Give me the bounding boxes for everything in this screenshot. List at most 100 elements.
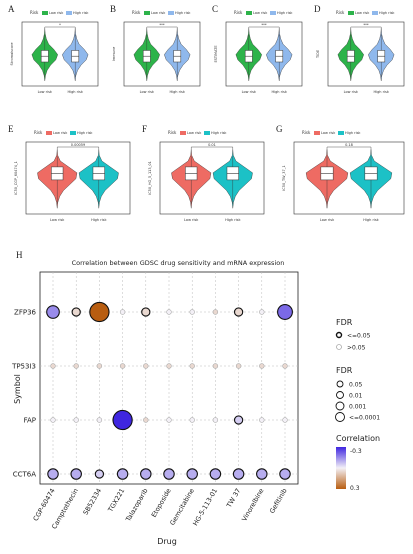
legend-title: Risk [168, 130, 177, 135]
y-axis-label: Immune [112, 47, 116, 61]
legend-fdr-title: FDR [336, 318, 353, 327]
x-tick-label: Low risk [140, 90, 155, 94]
legend-swatch [42, 11, 48, 15]
legend-size-swatch-1 [336, 380, 344, 388]
x-tick-label: SB52334 [82, 487, 104, 516]
x-tick-label: CGP-60474 [32, 487, 57, 523]
y-tick-label: TP53I3 [11, 363, 36, 371]
panel-letter: B [110, 4, 117, 14]
data-point [259, 417, 265, 423]
data-point [189, 363, 195, 369]
data-point [166, 417, 172, 423]
panel-d: D Risk Low risk High risk TIDE Low risk High … [312, 4, 408, 104]
y-axis-label: IC50_HG_5_113_01 [148, 161, 152, 195]
significance-label: 0.18 [345, 143, 353, 147]
x-tick-label: High risk [373, 90, 389, 94]
y-axis-label: Symbol [13, 374, 22, 404]
violin-chart-d: Risk Low risk High risk TIDE Low risk High ri… [316, 10, 405, 94]
legend-label: High risk [211, 131, 227, 135]
legend-swatch [180, 131, 186, 135]
legend-fdr-nonsig-swatch [336, 344, 342, 350]
legend-label: Low risk [49, 11, 64, 15]
x-tick-label: High risk [91, 218, 107, 222]
x-tick-label: Low risk [38, 90, 53, 94]
significance-bracket [350, 26, 382, 29]
data-point [94, 469, 105, 479]
legend-fdr-sig-swatch [335, 331, 343, 339]
violin-chart-a: Risk Low risk High risk Stromalscore Low ris… [10, 10, 99, 94]
y-axis-label: ESTIMATE [214, 45, 218, 62]
data-point [259, 309, 265, 315]
x-tick-label: Vinorelbine [240, 487, 265, 523]
panel-h: H Correlation between GDSC drug sensitiv… [0, 244, 413, 550]
legend-label: Low risk [321, 131, 336, 135]
legend-swatch [270, 11, 276, 15]
data-point [235, 363, 242, 369]
panel-letter: A [8, 4, 15, 14]
x-tick-label: High risk [363, 218, 379, 222]
legend-size-label-4: <=0.0001 [349, 415, 380, 422]
legend-label: High risk [73, 11, 89, 15]
legend-corr-tick-high: 0.3 [350, 485, 360, 492]
data-point [96, 417, 103, 423]
panel-letter: E [8, 124, 14, 134]
legend-label: Low risk [355, 11, 370, 15]
data-point [71, 307, 81, 317]
legend-swatch [338, 131, 344, 135]
data-point [116, 468, 129, 480]
legend-label: Low risk [253, 11, 268, 15]
legend-fdr-sig-label: <=0.05 [347, 333, 371, 340]
x-tick-label: Low risk [242, 90, 257, 94]
panel-a: A Risk Low risk High risk Stromalscore Low r… [6, 4, 102, 104]
data-point [73, 417, 79, 423]
x-tick-label: Etoposide [150, 487, 173, 519]
significance-label: *** [261, 23, 267, 27]
y-tick-label: FAP [24, 417, 36, 425]
data-point [140, 468, 152, 480]
panel-letter: G [276, 124, 283, 134]
x-tick-label: High risk [67, 90, 83, 94]
data-point [212, 363, 219, 369]
data-point [212, 309, 219, 315]
legend-swatch [314, 131, 320, 135]
panel-g: G Risk Low risk High risk IC50_TW_37_1 Low r… [274, 122, 408, 234]
data-point [50, 363, 56, 369]
legend-title: Risk [302, 130, 311, 135]
violin-chart-e: Risk Low risk High risk IC50_CGP_60474_1 Low… [14, 130, 131, 222]
x-tick-label: Gefitinib [268, 487, 289, 515]
x-tick-label: High risk [169, 90, 185, 94]
significance-bracket [44, 26, 76, 29]
legend-label: High risk [345, 131, 361, 135]
data-point [119, 363, 126, 369]
y-axis-label: IC50_CGP_60474_1 [14, 161, 18, 195]
panel-c: C Risk Low risk High risk ESTIMATE Low risk H… [210, 4, 306, 104]
data-point [212, 417, 219, 423]
significance-label: 0.01 [208, 143, 216, 147]
legend-size-swatch-3 [335, 401, 345, 411]
data-point [189, 309, 195, 315]
legend-swatch [246, 11, 252, 15]
x-tick-label: High risk [271, 90, 287, 94]
data-point [282, 363, 288, 369]
violin-chart-c: Risk Low risk High risk ESTIMATE Low risk Hig… [214, 10, 303, 94]
significance-bracket [191, 146, 233, 149]
x-tick-label: Talazoparib [124, 487, 150, 524]
panel-letter: H [16, 250, 23, 260]
y-axis-label: IC50_TW_37_1 [282, 165, 286, 190]
significance-label: *** [159, 23, 165, 27]
data-point [143, 417, 149, 423]
significance-bracket [248, 26, 280, 29]
data-point [50, 417, 56, 423]
data-point [112, 409, 133, 431]
data-point [73, 363, 79, 369]
data-point [186, 468, 198, 480]
legend-label: Low risk [151, 11, 166, 15]
panel-letter: D [314, 4, 321, 14]
significance-bracket [326, 146, 372, 149]
legend-swatch [372, 11, 378, 15]
x-tick-label: Low risk [184, 218, 199, 222]
legend-fdr-nonsig-label: >0.05 [347, 345, 366, 352]
legend-size-title: FDR [336, 366, 353, 375]
violin-chart-g: Risk Low risk High risk IC50_TW_37_1 Low ris… [282, 130, 405, 222]
significance-label: *** [363, 23, 369, 27]
